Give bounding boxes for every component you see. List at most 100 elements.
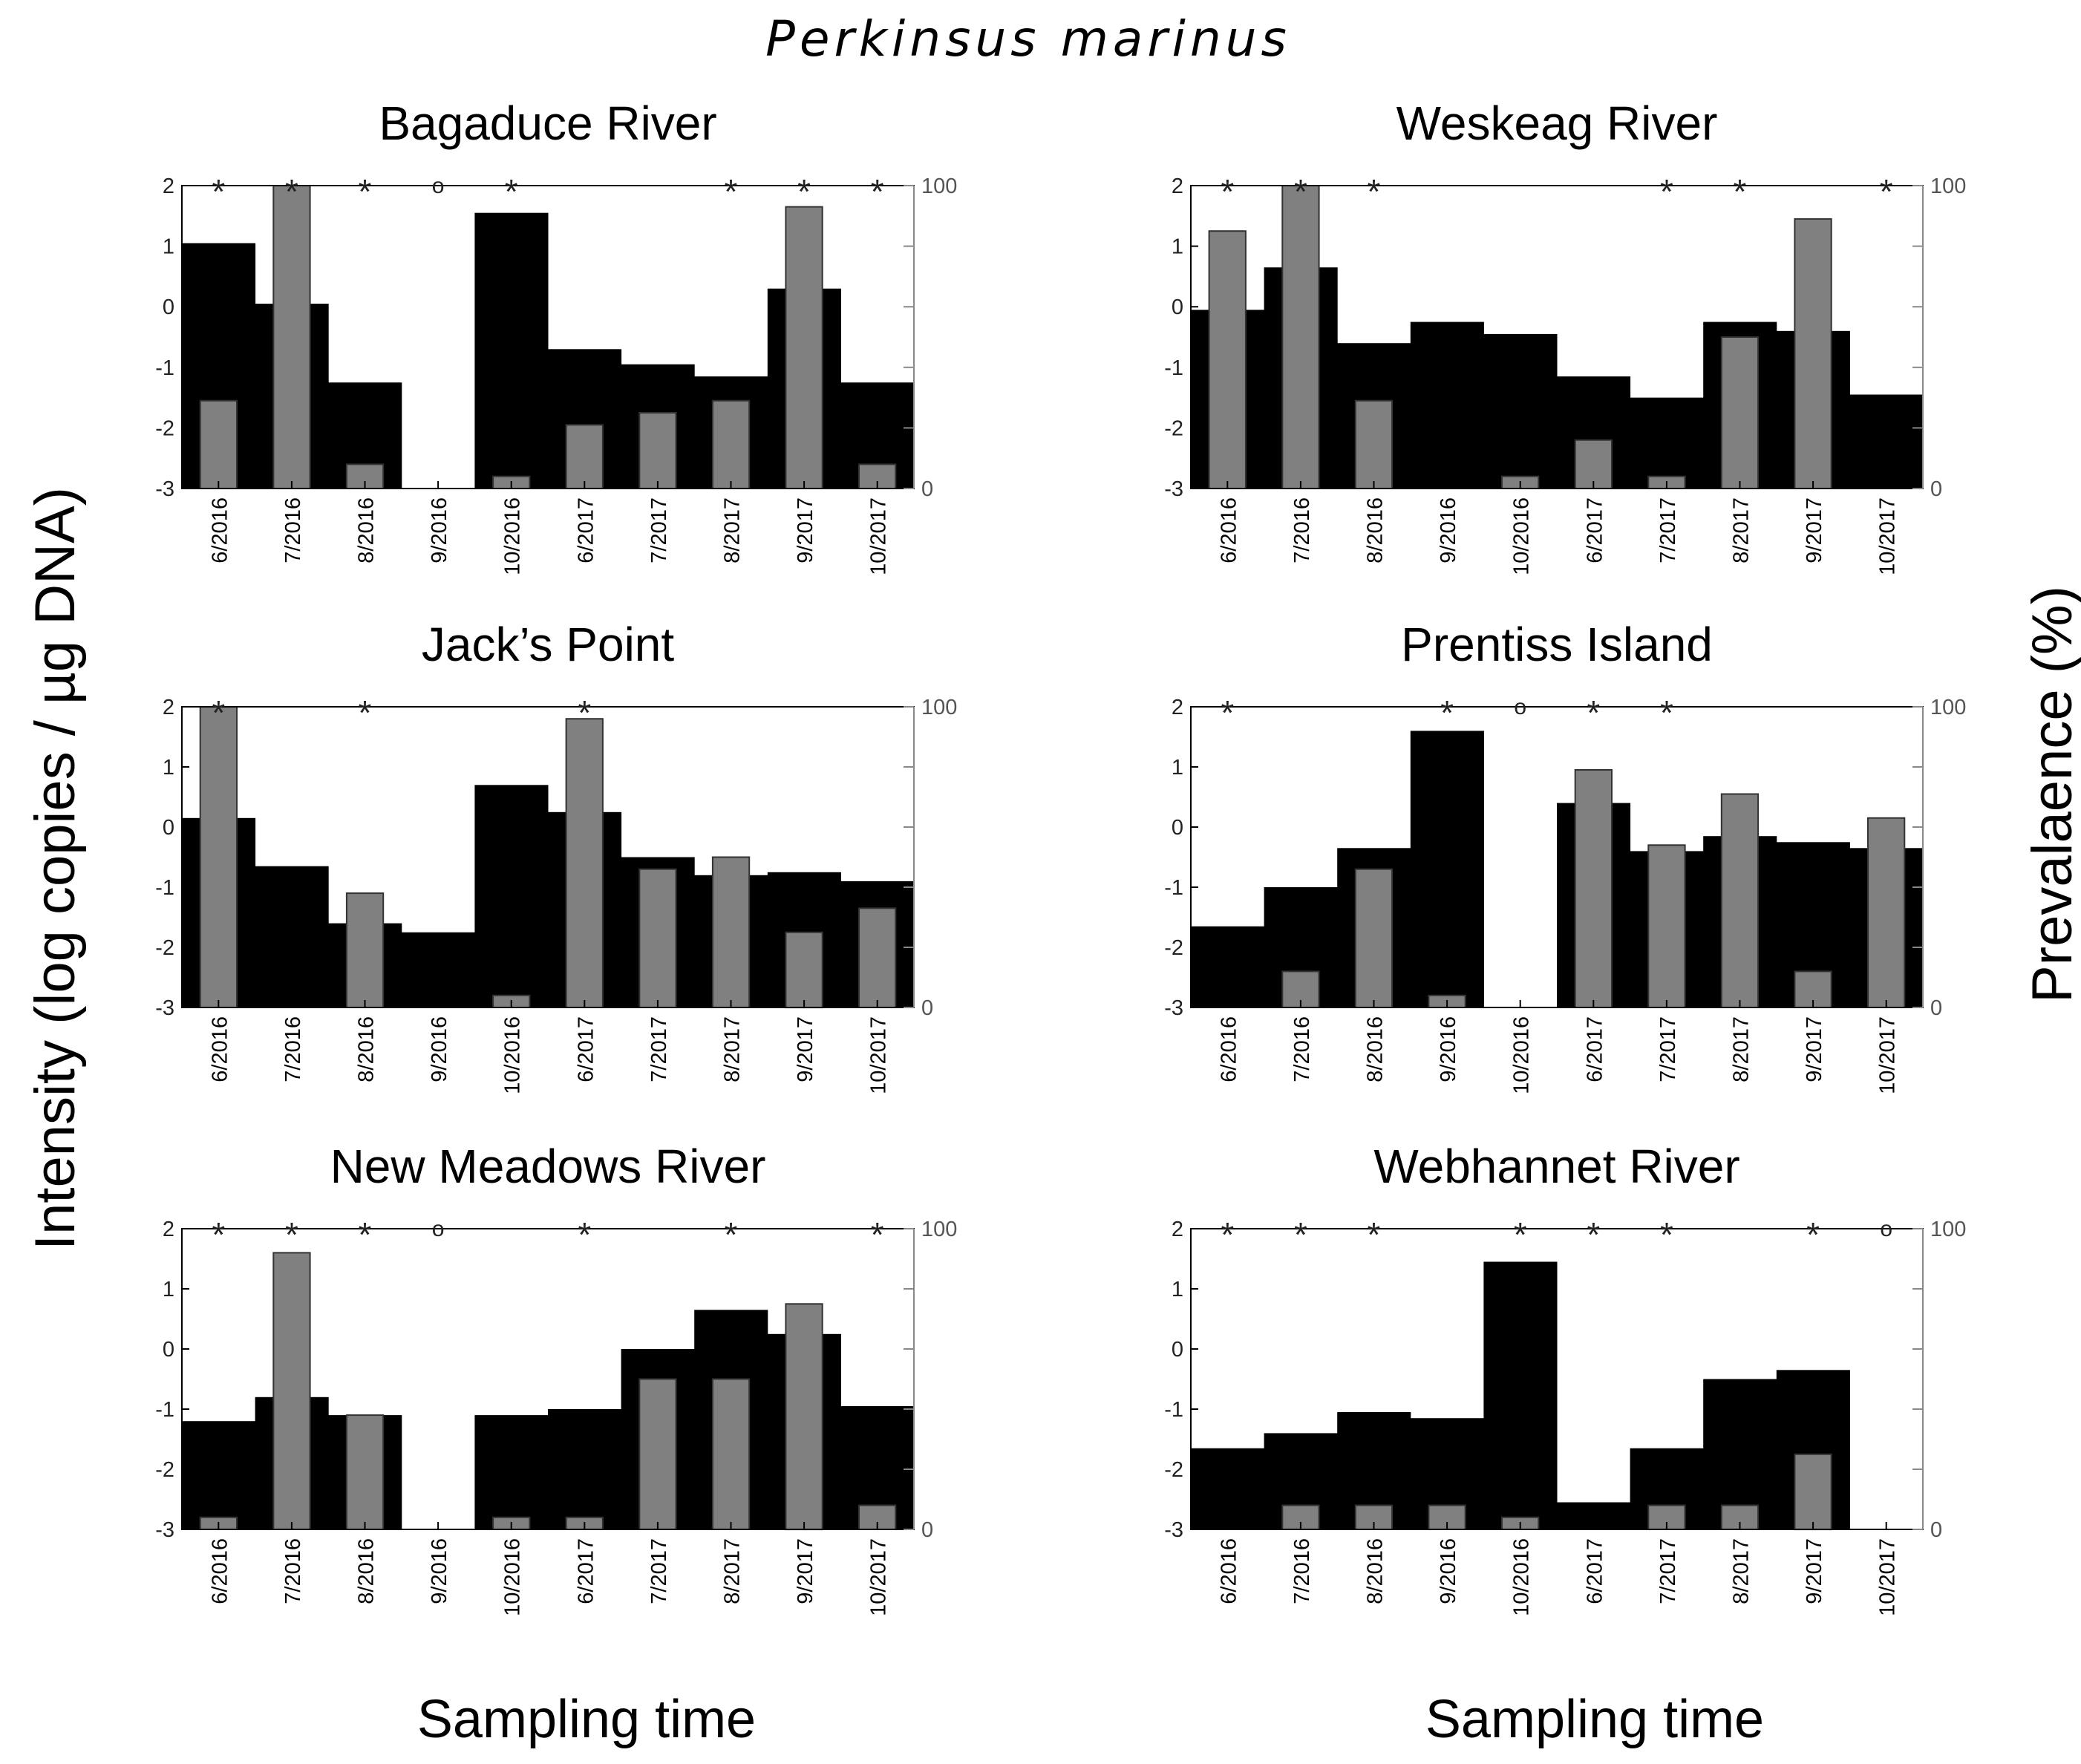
- left-tick-label: 0: [1172, 1338, 1183, 1362]
- significance-star: *: [359, 693, 372, 732]
- x-tick-label: 10/2016: [501, 1538, 525, 1616]
- significance-star: *: [505, 172, 518, 211]
- left-tick-label: -3: [1164, 477, 1183, 501]
- left-tick-label: 2: [163, 696, 174, 719]
- significance-star: *: [212, 1215, 225, 1254]
- panel-5: New Meadows River 2 1 0 -1 -2 -3 100 0 6/2016 7/20…: [155, 1140, 957, 1616]
- no-data-marker: o: [432, 174, 445, 198]
- prevalence-bar: [345, 892, 385, 1008]
- x-tick-label: 7/2016: [281, 1016, 305, 1082]
- left-tick-label: -1: [155, 356, 174, 380]
- significance-star: *: [1514, 1215, 1527, 1254]
- left-tick-label: -2: [155, 416, 174, 440]
- left-tick-label: 1: [163, 1278, 174, 1301]
- x-tick-label: 9/2016: [428, 497, 451, 564]
- prevalence-bar: [638, 412, 677, 489]
- left-tick-label: -3: [155, 996, 174, 1020]
- prevalence-bar: [711, 399, 751, 490]
- significance-star: *: [725, 172, 738, 211]
- significance-star: *: [1660, 693, 1673, 732]
- x-axis-label-right: Sampling time: [1425, 1690, 1764, 1749]
- left-tick-label: -1: [155, 1398, 174, 1422]
- left-tick-label: 2: [163, 174, 174, 198]
- x-tick-label: 6/2016: [208, 1538, 232, 1604]
- x-tick-label: 10/2017: [867, 1538, 891, 1616]
- significance-star: *: [1880, 172, 1893, 211]
- significance-star: *: [1734, 172, 1747, 211]
- prevalence-bar: [711, 856, 751, 1008]
- left-tick-label: -3: [155, 477, 174, 501]
- intensity-bar: [1849, 394, 1924, 489]
- no-data-marker: o: [1514, 695, 1526, 719]
- left-tick-label: 0: [163, 816, 174, 840]
- x-tick-label: 10/2016: [1510, 497, 1534, 575]
- no-data-marker: o: [1880, 1217, 1892, 1241]
- x-tick-label: 9/2016: [1437, 497, 1460, 564]
- significance-star: *: [1221, 172, 1234, 211]
- left-tick-label: 0: [1172, 295, 1183, 319]
- prevalence-bar: [1208, 230, 1247, 489]
- intensity-bar: [1410, 731, 1484, 1007]
- x-tick-label: 8/2017: [721, 1016, 745, 1082]
- significance-star: *: [1587, 1215, 1600, 1254]
- left-tick-label: 2: [1172, 1218, 1183, 1241]
- intensity-bar: [474, 212, 549, 489]
- significance-star: *: [1221, 693, 1234, 732]
- prevalence-bar: [785, 206, 823, 489]
- right-tick-label: 100: [921, 174, 957, 198]
- left-tick-label: -1: [1164, 1398, 1183, 1422]
- x-tick-label: 6/2017: [574, 1016, 598, 1082]
- prevalence-bar: [1281, 1504, 1320, 1530]
- x-tick-label: 9/2017: [1803, 1016, 1826, 1082]
- x-tick-label: 7/2017: [647, 497, 671, 564]
- x-tick-label: 10/2017: [1876, 1538, 1900, 1616]
- significance-star: *: [285, 172, 298, 211]
- left-tick-label: 1: [1172, 756, 1183, 780]
- intensity-bar: [1191, 926, 1265, 1007]
- x-tick-label: 7/2016: [1290, 497, 1314, 564]
- left-tick-label: 2: [1172, 174, 1183, 198]
- significance-star: *: [1221, 1215, 1234, 1254]
- left-tick-label: -3: [1164, 996, 1183, 1020]
- x-tick-label: 7/2017: [1656, 1538, 1680, 1604]
- intensity-bar: [1483, 1261, 1558, 1529]
- x-tick-label: 8/2016: [355, 1016, 379, 1082]
- figure-suptitle: Perkinsus marinus: [765, 10, 1291, 68]
- significance-star: *: [725, 1215, 738, 1254]
- significance-star: *: [578, 693, 591, 732]
- prevalence-bar: [638, 1378, 677, 1530]
- panel-4: Prentiss Island 2 1 0 -1 -2 -3 100 0 6/2016 7/2016…: [1164, 618, 1966, 1094]
- x-tick-label: 9/2016: [1437, 1016, 1460, 1082]
- left-tick-label: 0: [163, 295, 174, 319]
- prevalence-bar: [785, 1303, 823, 1531]
- panel-title: Webhannet River: [1373, 1140, 1739, 1193]
- prevalence-bar: [1720, 336, 1760, 489]
- intensity-bar: [1483, 333, 1558, 489]
- intensity-bar: [474, 1415, 549, 1529]
- intensity-bar: [401, 932, 475, 1008]
- right-tick-label: 100: [1930, 696, 1966, 719]
- x-tick-label: 9/2016: [428, 1016, 451, 1082]
- intensity-bar: [1703, 1379, 1777, 1529]
- left-tick-label: -3: [1164, 1518, 1183, 1542]
- x-tick-label: 9/2016: [428, 1538, 451, 1604]
- x-tick-label: 8/2016: [1364, 1538, 1388, 1604]
- prevalence-bar: [1574, 769, 1613, 1008]
- significance-star: *: [578, 1215, 591, 1254]
- right-axis-label: Prevalaence (%): [2021, 586, 2081, 1003]
- prevalence-bar: [272, 185, 311, 489]
- x-tick-label: 9/2016: [1437, 1538, 1460, 1604]
- x-tick-label: 10/2017: [1876, 1016, 1900, 1094]
- panel-3: Jack’s Point 2 1 0 -1 -2 -3 100 0 6/2016 7/2016 8/2…: [155, 618, 957, 1094]
- prevalence-bar: [785, 931, 823, 1009]
- left-tick-label: -2: [155, 1458, 174, 1482]
- x-tick-label: 8/2016: [1364, 1016, 1388, 1082]
- x-tick-label: 7/2017: [647, 1538, 671, 1604]
- x-tick-label: 9/2017: [1803, 497, 1826, 564]
- x-tick-label: 6/2017: [1583, 1016, 1607, 1082]
- right-tick-label: 100: [921, 696, 957, 719]
- significance-star: *: [797, 172, 811, 211]
- left-tick-label: 0: [1172, 816, 1183, 840]
